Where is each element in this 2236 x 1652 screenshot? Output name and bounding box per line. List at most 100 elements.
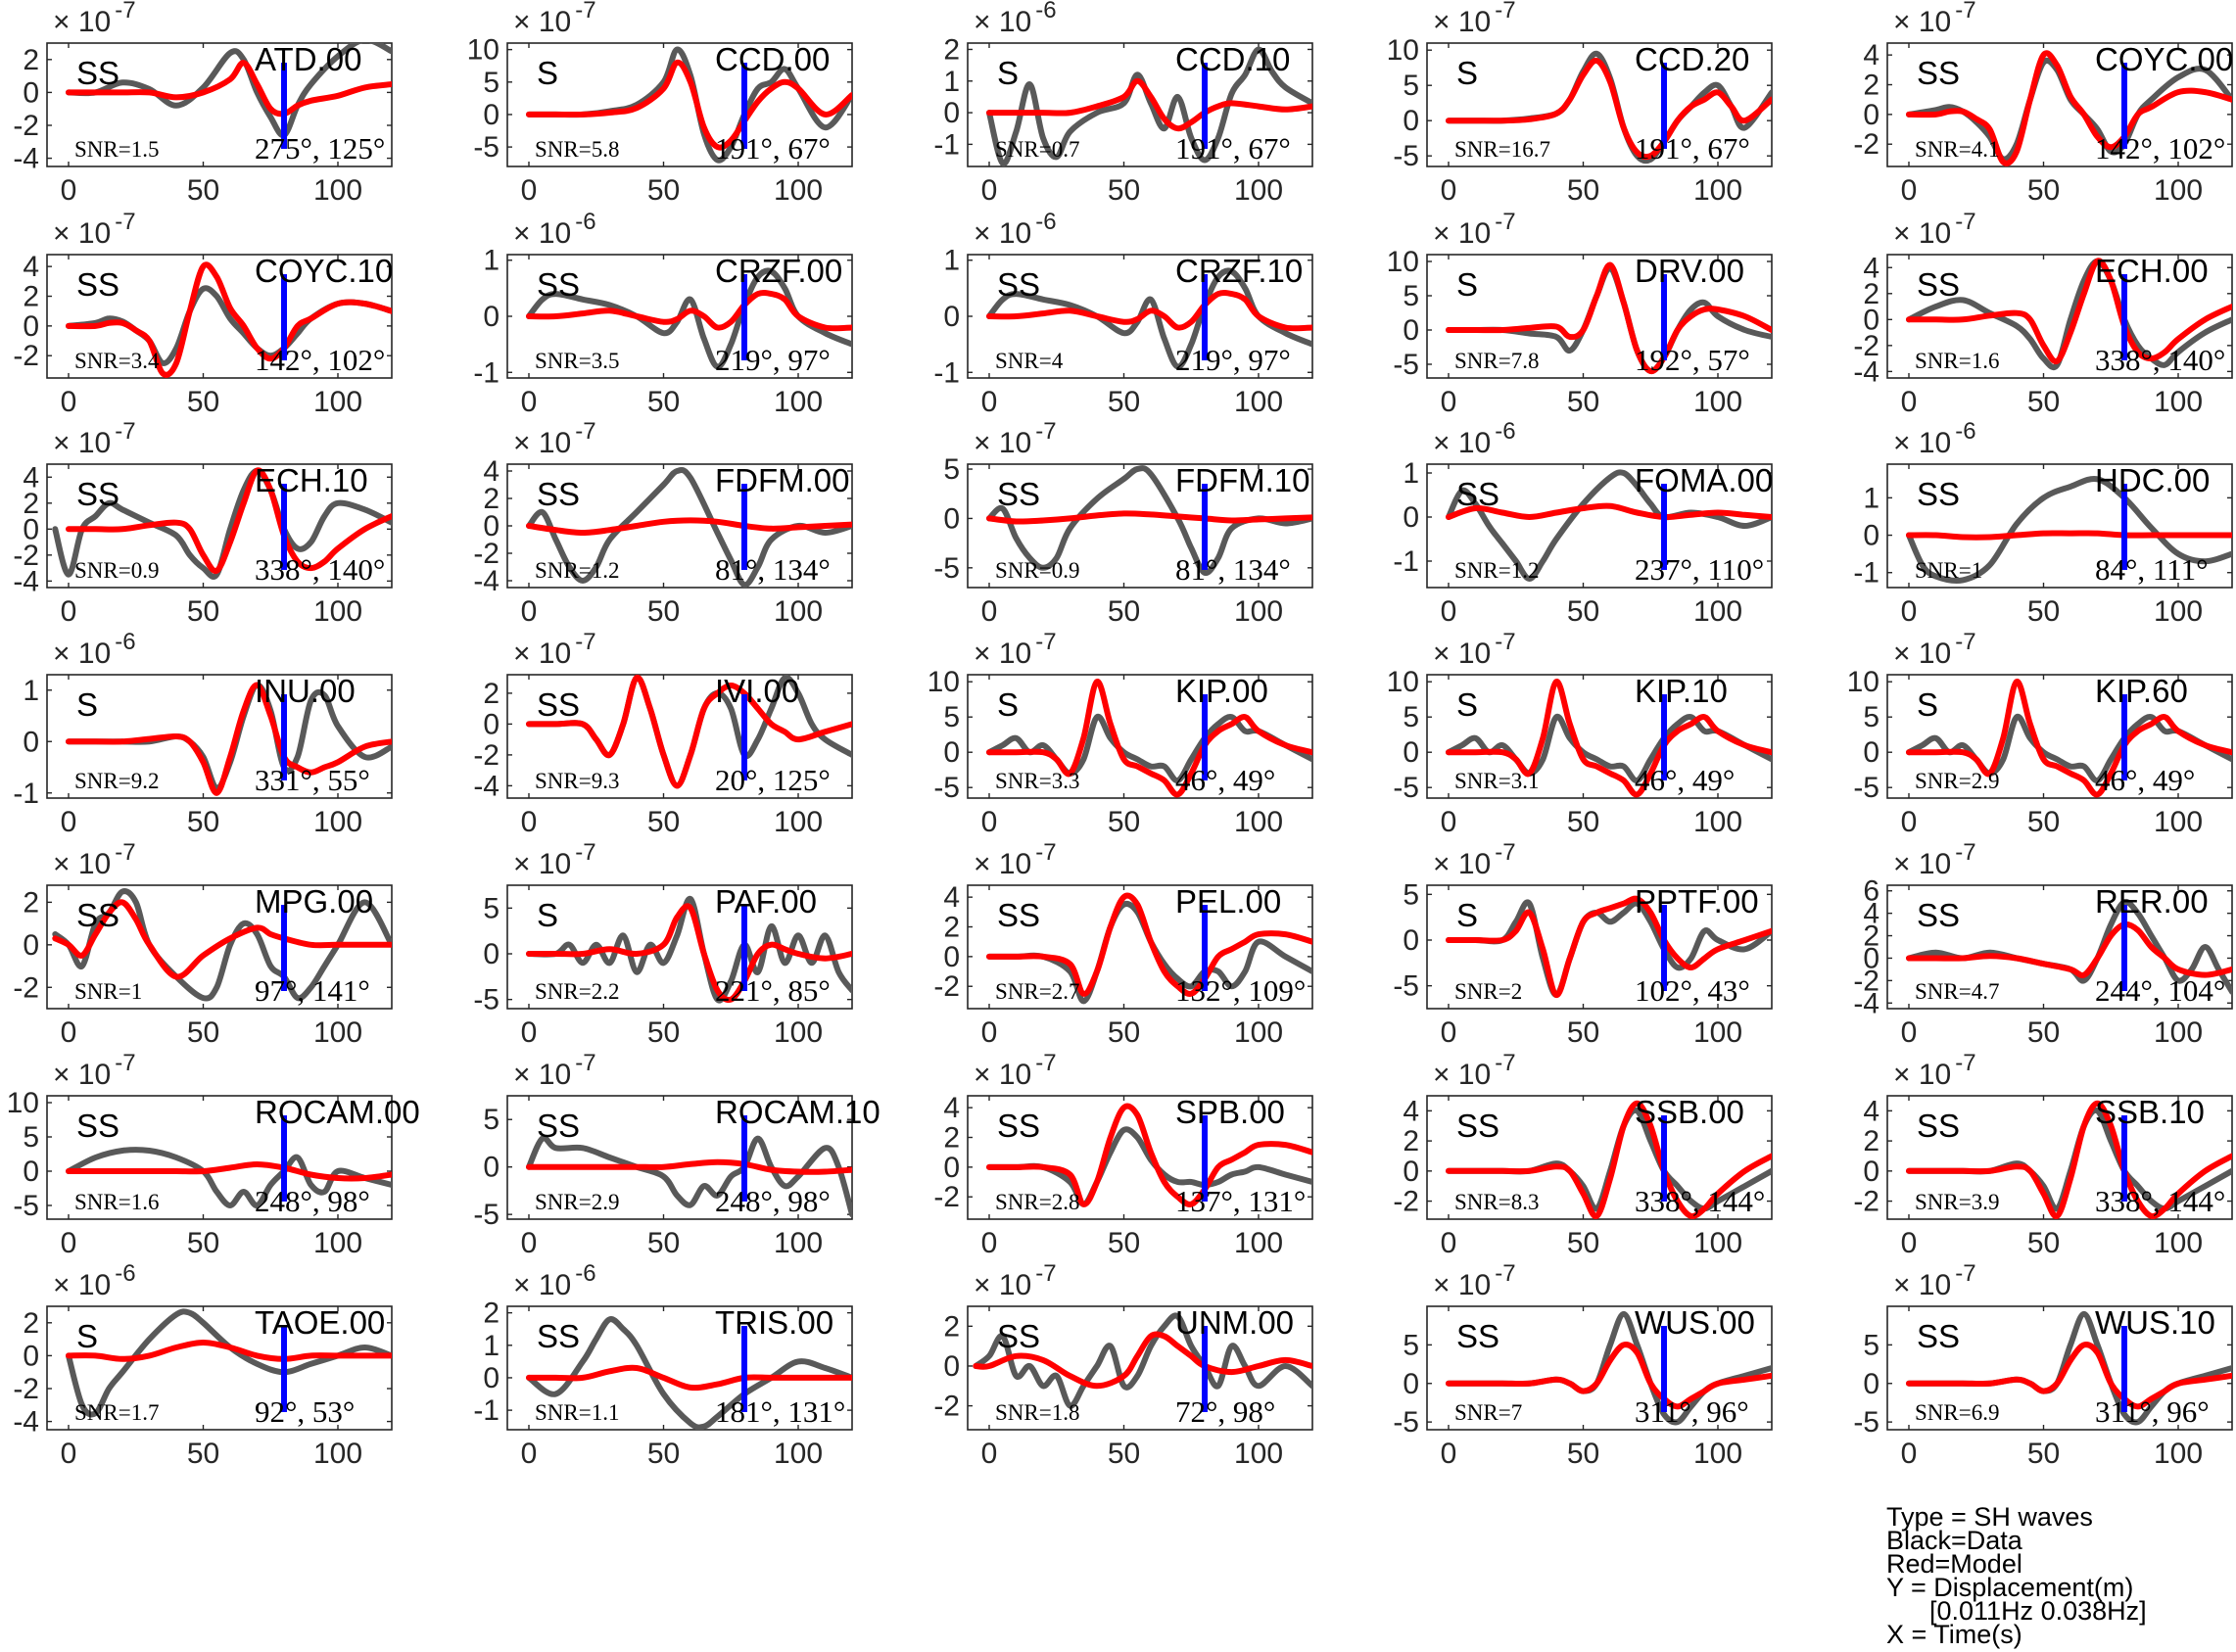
snr-label: SNR=1.2 — [1454, 558, 1539, 583]
waveform-panel: 0 50 100 -5 0 5 × 10 -7 S PAF.00 SNR=2.2 221°, 85° — [473, 839, 853, 1049]
model-trace — [986, 679, 1312, 798]
x-tick-label: 0 — [1901, 1227, 1918, 1259]
traces — [526, 675, 852, 789]
y-tick-label: -5 — [473, 1199, 500, 1231]
x-tick-label: 50 — [187, 1438, 219, 1470]
y-tick-label: -4 — [1853, 355, 1879, 388]
y-tick-label: 5 — [1403, 70, 1419, 102]
waveform-panel: 0 50 100 -1 0 1 × 10 -6 S INU.00 SNR=9.2 331°, 55° — [13, 629, 393, 838]
y-tick-label: -2 — [1393, 1186, 1419, 1218]
y-tick-label: 4 — [943, 881, 960, 914]
x-tick-label: 0 — [1441, 174, 1457, 207]
x-tick-label: 100 — [313, 1438, 362, 1470]
axes-box — [506, 1305, 853, 1431]
azimuth-label: 132°, 109° — [1175, 973, 1306, 1008]
x-tick-label: 100 — [774, 1016, 823, 1049]
y-tick-label: 0 — [483, 1152, 500, 1184]
y-tick-label: -5 — [1393, 1406, 1419, 1439]
y-tick-label: -2 — [473, 538, 500, 570]
traces — [1446, 261, 1772, 375]
phase-label: SS — [537, 686, 580, 723]
x-tick-label: 0 — [981, 174, 998, 207]
y-tick-label: 0 — [483, 938, 500, 970]
snr-label: SNR=4.7 — [1915, 979, 1999, 1004]
y-tick-label: 2 — [1403, 1125, 1419, 1157]
y-tick-label: -1 — [13, 778, 39, 810]
station-label: TRIS.00 — [715, 1304, 833, 1341]
azimuth-label: 191°, 67° — [1635, 131, 1750, 165]
y-exponent-label: × 10 -7 — [513, 839, 596, 880]
y-exponent-label: × 10 -7 — [974, 1050, 1057, 1091]
x-tick-label: 100 — [2154, 595, 2203, 628]
y-tick-label: 2 — [1863, 278, 1879, 310]
phase-label: S — [1456, 897, 1478, 933]
x-tick-label: 100 — [1693, 174, 1742, 207]
waveform-panel: 0 50 100 -5 0 5 × 10 -7 SS WUS.10 SNR=6.9 311°, 96° — [1853, 1260, 2233, 1470]
phase-label: SS — [76, 897, 119, 933]
station-label: CCD.20 — [1635, 41, 1749, 77]
model-trace — [986, 510, 1312, 525]
y-tick-label: 2 — [23, 488, 39, 520]
data-trace — [526, 466, 852, 588]
azimuth-label: 338°, 144° — [1635, 1184, 1765, 1218]
azimuth-label: 191°, 67° — [715, 131, 831, 165]
model-trace — [526, 517, 852, 536]
y-tick-label: 1 — [943, 245, 960, 277]
y-exponent-label: × 10 -6 — [974, 209, 1057, 250]
model-trace — [1906, 1342, 2232, 1410]
y-tick-label: -4 — [1853, 987, 1879, 1019]
axes-box — [1886, 674, 2233, 799]
azimuth-label: 92°, 53° — [255, 1394, 355, 1429]
x-tick-label: 0 — [981, 1227, 998, 1259]
traces — [66, 682, 392, 796]
y-tick-label: 2 — [943, 1122, 960, 1155]
y-tick-label: 2 — [1863, 920, 1879, 953]
x-tick-label: 0 — [521, 1016, 538, 1049]
azimuth-label: 311°, 96° — [2095, 1394, 2210, 1429]
y-exponent-label: × 10 -7 — [513, 1050, 596, 1091]
waveform-panel: 0 50 100 -5 0 5 × 10 -7 SS WUS.00 SNR=7 311°, 96° — [1393, 1260, 1773, 1470]
axes-box — [46, 1305, 393, 1431]
axes-box — [1426, 674, 1773, 799]
snr-label: SNR=0.9 — [995, 558, 1079, 583]
x-tick-label: 50 — [1567, 1438, 1599, 1470]
axes-box — [1426, 884, 1773, 1010]
station-label: CCD.10 — [1175, 41, 1290, 77]
model-trace — [66, 682, 392, 796]
y-tick-label: -2 — [1853, 330, 1879, 362]
y-tick-label: 0 — [23, 310, 39, 343]
y-tick-label: 0 — [23, 726, 39, 758]
y-tick-label: 1 — [943, 66, 960, 98]
snr-label: SNR=7 — [1454, 1400, 1522, 1425]
x-tick-label: 0 — [61, 595, 77, 628]
y-tick-label: 2 — [483, 1298, 500, 1330]
waveform-panel: 0 50 100 -5 0 5 × 10 -7 S PPTF.00 SNR=2 102°, 43° — [1393, 839, 1773, 1049]
model-trace — [1446, 57, 1772, 161]
model-trace — [986, 77, 1312, 132]
phase-label: SS — [1917, 266, 1960, 303]
y-tick-label: 0 — [943, 301, 960, 333]
waveform-panel: 0 50 100 -1 0 1 × 10 -6 SS CRZF.00 SNR=3.5 219°, 97… — [473, 209, 853, 418]
y-tick-label: 2 — [23, 44, 39, 76]
traces — [526, 267, 852, 370]
y-tick-label: 0 — [943, 941, 960, 973]
x-tick-label: 100 — [1693, 806, 1742, 838]
x-tick-label: 0 — [61, 386, 77, 418]
y-tick-label: -5 — [1853, 1406, 1879, 1439]
x-tick-label: 100 — [1693, 386, 1742, 418]
snr-label: SNR=3.4 — [74, 349, 160, 373]
snr-label: SNR=3.1 — [1454, 769, 1539, 793]
model-trace — [526, 903, 852, 1004]
y-exponent-label: × 10 -7 — [53, 839, 136, 880]
axes-box — [1886, 884, 2233, 1010]
snr-label: SNR=1.6 — [1915, 349, 1999, 373]
y-tick-label: 5 — [1403, 280, 1419, 312]
phase-label: S — [537, 55, 558, 91]
y-tick-label: 4 — [1863, 252, 1879, 284]
x-tick-label: 50 — [1108, 595, 1140, 628]
phase-label: SS — [537, 266, 580, 303]
